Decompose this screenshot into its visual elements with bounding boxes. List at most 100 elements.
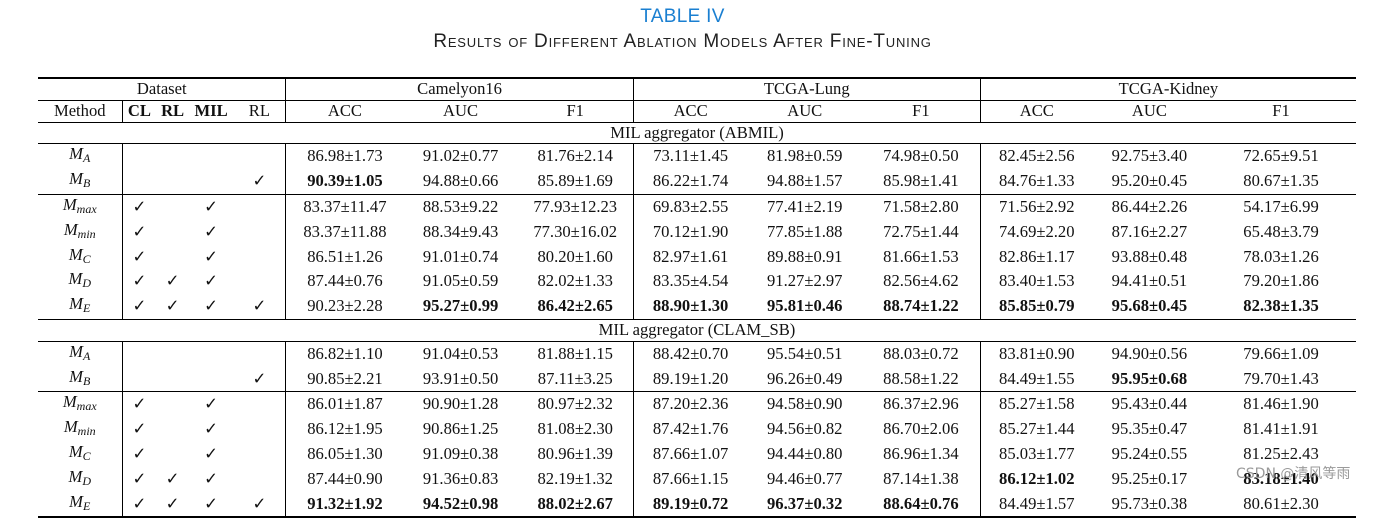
method-subscript: E [82, 498, 91, 513]
flag-check-cell [233, 391, 287, 418]
metric-value-cell: 87.20±2.36 [652, 394, 729, 414]
flag-check-cell: ✓ [204, 271, 219, 291]
flag-check-cell: ✓ [156, 294, 189, 320]
flag-check-cell [233, 441, 287, 467]
metric-value-cell: 86.12±1.02 [999, 468, 1075, 488]
metric-value-cell: 71.56±2.92 [999, 196, 1075, 216]
metric-value-cell: 87.11±3.25 [517, 366, 634, 393]
flag-check-cell: ✓ [122, 294, 157, 320]
method-subscript: E [82, 301, 91, 316]
metric-value-cell: 79.70±1.43 [1206, 366, 1356, 393]
method-symbol: M [69, 294, 83, 314]
metric-value-cell: 88.34±9.43 [422, 221, 499, 241]
flag-check-cell: ✓ [132, 196, 147, 216]
table-caption-label: TABLE IV [640, 6, 725, 27]
metric-value-cell: 83.37±11.88 [303, 221, 387, 241]
metric-value-cell: 95.25±0.17 [1111, 468, 1188, 488]
method-symbol: M [62, 392, 77, 412]
metric-value-cell: 85.03±1.77 [999, 443, 1075, 463]
flag-check-cell [156, 366, 189, 393]
flag-check-cell [156, 220, 188, 245]
table-caption-title: Results of Different Ablation Models Aft… [433, 31, 932, 52]
metric-value-cell: 72.75±1.44 [861, 219, 981, 245]
flag-header-mil: MIL [188, 100, 234, 123]
metric-value-cell: 86.42±2.65 [517, 294, 634, 320]
method-symbol: M [63, 417, 78, 437]
flag-check-cell [156, 169, 189, 195]
metric-value-cell: 83.81±0.90 [999, 343, 1075, 363]
metric-value-cell: 88.74±1.22 [861, 294, 981, 320]
table-row: MD ✓ ✓ ✓ 87.44±0.90 91.36±0.83 82.19±1.32 87.66… [38, 466, 1356, 492]
flag-check-cell: ✓ [204, 246, 219, 266]
results-table: Dataset Camelyon16 TCGA-Lung TCGA-Kidney… [38, 76, 1356, 518]
metric-value-cell: 82.45±2.56 [999, 146, 1075, 166]
flag-check-cell: ✓ [204, 221, 219, 241]
metric-value-cell: 78.03±1.26 [1243, 246, 1319, 266]
metric-value-cell: 88.90±1.30 [633, 294, 748, 320]
flag-check-cell: ✓ [156, 491, 189, 518]
metric-value-cell: 90.39±1.05 [285, 169, 404, 195]
metric-value-cell: 90.85±2.21 [285, 366, 404, 393]
metric-value-cell: 86.82±1.10 [307, 343, 383, 363]
group-header-camelyon16: Camelyon16 [285, 76, 634, 101]
flag-check-cell [188, 366, 234, 393]
metric-value-cell: 94.46±0.77 [767, 468, 843, 488]
metric-value-cell: 87.44±0.76 [307, 271, 383, 291]
table-row: Mmax ✓ ✓ 86.01±1.87 90.90±1.28 80.97±2.32 87.2… [38, 391, 1356, 418]
metric-value-cell: 69.83±2.55 [652, 196, 729, 216]
flag-check-cell [189, 144, 234, 169]
flag-check-cell [233, 466, 287, 492]
flag-check-cell: ✓ [165, 271, 180, 291]
section-title: MIL aggregator (CLAM_SB) [38, 319, 1356, 342]
flag-check-cell: ✓ [132, 221, 147, 241]
metric-value-cell: 65.48±3.79 [1243, 221, 1319, 241]
group-header-tcga-kidney: TCGA-Kidney [980, 76, 1356, 101]
metric-value-cell: 86.37±2.96 [861, 391, 981, 418]
method-subscript: max [76, 201, 97, 216]
metric-value-cell: 89.19±0.72 [633, 491, 748, 518]
flag-check-cell: ✓ [233, 366, 287, 393]
flag-check-cell [233, 143, 287, 170]
metric-value-cell: 94.88±1.57 [747, 169, 862, 195]
metric-header-f1: F1 [517, 100, 634, 123]
metric-value-cell: 91.04±0.53 [422, 343, 499, 363]
metric-value-cell: 84.76±1.33 [980, 169, 1093, 195]
metric-header-auc: AUC [1092, 100, 1207, 123]
flag-check-cell: ✓ [132, 419, 147, 439]
metric-value-cell: 87.44±0.90 [307, 468, 383, 488]
method-subscript: B [82, 373, 91, 388]
method-subscript: max [76, 399, 97, 414]
metric-value-cell: 93.91±0.50 [403, 366, 518, 393]
flag-check-cell: ✓ [188, 491, 234, 518]
metric-value-cell: 90.90±1.28 [422, 394, 499, 414]
method-subscript: min [77, 226, 96, 241]
method-symbol: M [68, 269, 83, 289]
metric-value-cell: 93.88±0.48 [1111, 246, 1188, 266]
metric-value-cell: 85.98±1.41 [861, 169, 981, 195]
metric-value-cell: 95.24±0.55 [1111, 443, 1188, 463]
method-subscript: min [77, 424, 96, 439]
metric-value-cell: 91.05±0.59 [422, 271, 499, 291]
method-subscript: C [82, 448, 91, 463]
metric-value-cell: 88.64±0.76 [861, 491, 981, 518]
flag-check-cell [189, 341, 234, 366]
method-cell: ME [38, 294, 123, 320]
flag-check-cell [156, 245, 188, 270]
metric-value-cell: 96.26±0.49 [747, 366, 862, 393]
metric-value-cell: 81.98±0.59 [767, 146, 843, 166]
metric-value-cell: 85.85±0.79 [980, 294, 1093, 320]
metric-value-cell: 82.97±1.61 [652, 246, 729, 266]
flag-check-cell: ✓ [233, 491, 287, 518]
metric-value-cell: 80.97±2.32 [517, 391, 634, 418]
method-symbol: M [68, 441, 83, 461]
metric-value-cell: 94.90±0.56 [1111, 343, 1188, 363]
metric-header-auc: AUC [403, 100, 518, 123]
metric-value-cell: 95.35±0.47 [1111, 419, 1188, 439]
table-row: Mmin ✓ ✓ 86.12±1.95 90.86±1.25 81.08±2.30 87.4… [38, 417, 1356, 442]
metric-value-cell: 84.49±1.57 [980, 491, 1093, 518]
metric-value-cell: 91.02±0.77 [422, 146, 499, 166]
flag-check-cell [122, 341, 156, 366]
metric-value-cell: 88.03±0.72 [861, 341, 981, 367]
metric-value-cell: 81.76±2.14 [517, 143, 634, 170]
metric-value-cell: 92.75±3.40 [1111, 146, 1188, 166]
